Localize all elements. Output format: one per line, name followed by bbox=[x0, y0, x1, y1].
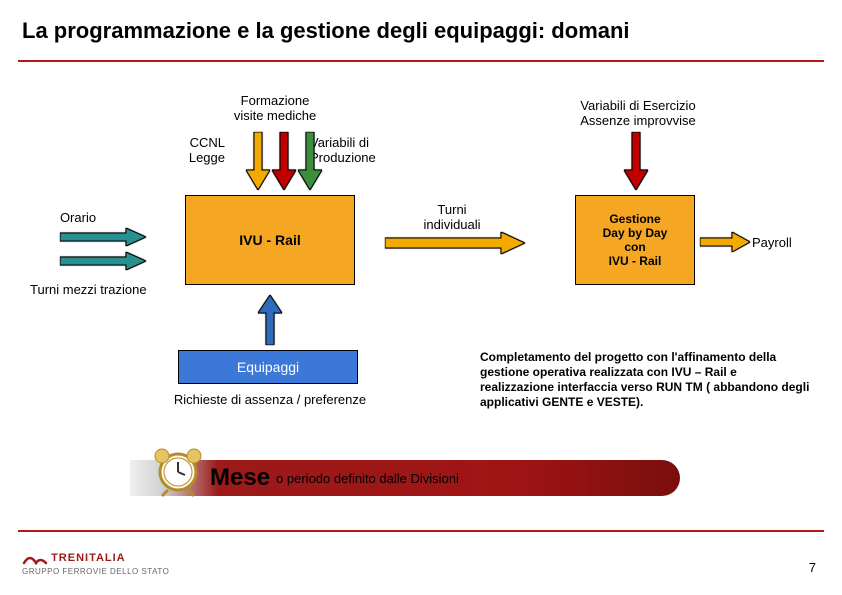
rule-bottom bbox=[18, 530, 824, 532]
footer-sub: GRUPPO FERROVIE DELLO STATO bbox=[22, 567, 169, 576]
label-ccnl: CCNL Legge bbox=[175, 135, 225, 165]
footer-brand: TRENITALIA bbox=[51, 552, 126, 564]
arrow-down-green bbox=[298, 132, 322, 193]
arrow-up-blue bbox=[258, 295, 282, 348]
label-payroll: Payroll bbox=[752, 235, 812, 250]
banner-mese: Mese bbox=[210, 464, 270, 492]
rule-top bbox=[18, 60, 824, 62]
paragraph-completamento: Completamento del progetto con l'affinam… bbox=[480, 350, 810, 410]
footer-logo: TRENITALIA GRUPPO FERROVIE DELLO STATO bbox=[22, 551, 169, 577]
banner-rest: o periodo definito dalle Divisioni bbox=[276, 471, 459, 486]
clock-icon bbox=[150, 442, 206, 498]
arrow-down-red-right bbox=[624, 132, 648, 193]
arrow-right-turni bbox=[385, 232, 525, 257]
timeline-banner: Mese o periodo definito dalle Divisioni bbox=[130, 460, 680, 496]
box-equipaggi: Equipaggi bbox=[178, 350, 358, 384]
page-number: 7 bbox=[809, 560, 816, 575]
arrow-right-orario-2 bbox=[60, 252, 146, 273]
arrow-down-orange bbox=[246, 132, 270, 193]
label-richieste: Richieste di assenza / preferenze bbox=[150, 392, 390, 407]
label-formazione: Formazione visite mediche bbox=[225, 93, 325, 123]
arrow-right-orario-1 bbox=[60, 228, 146, 249]
page-title: La programmazione e la gestione degli eq… bbox=[22, 18, 630, 44]
label-orario: Orario bbox=[48, 210, 108, 225]
label-var-prod: Variabili di Produzione bbox=[310, 135, 400, 165]
label-var-eserc: Variabili di Esercizio Assenze improvvis… bbox=[558, 98, 718, 128]
box-gestione: Gestione Day by Day con IVU - Rail bbox=[575, 195, 695, 285]
arrow-right-payroll bbox=[700, 232, 750, 255]
box-ivu-rail: IVU - Rail bbox=[185, 195, 355, 285]
label-turni-ind: Turni individuali bbox=[402, 202, 502, 232]
arrow-down-red bbox=[272, 132, 296, 193]
label-turni-mezzi: Turni mezzi trazione bbox=[30, 282, 170, 297]
